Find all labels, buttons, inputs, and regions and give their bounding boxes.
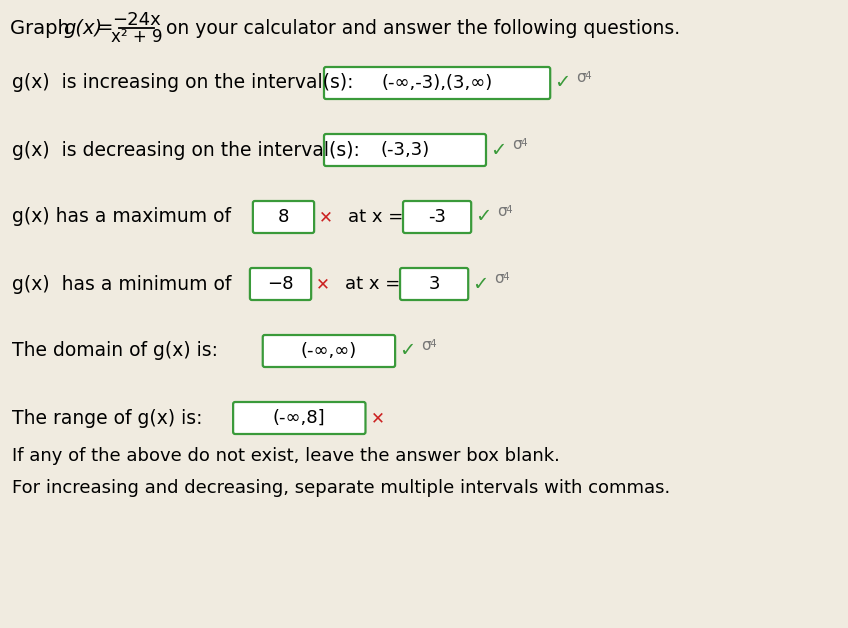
FancyBboxPatch shape <box>263 335 395 367</box>
Text: For increasing and decreasing, separate multiple intervals with commas.: For increasing and decreasing, separate … <box>12 479 670 497</box>
Text: −24x: −24x <box>112 11 160 29</box>
Text: g(x) has a maximum of: g(x) has a maximum of <box>12 207 231 227</box>
Text: (-∞,-3),(3,∞): (-∞,-3),(3,∞) <box>382 74 493 92</box>
Text: g(x)  has a minimum of: g(x) has a minimum of <box>12 274 232 293</box>
Text: σ: σ <box>421 338 431 353</box>
Text: at x =: at x = <box>345 275 400 293</box>
Text: g(x)  is decreasing on the interval(s):: g(x) is decreasing on the interval(s): <box>12 141 360 160</box>
Text: on your calculator and answer the following questions.: on your calculator and answer the follow… <box>160 18 680 38</box>
Text: ✓: ✓ <box>475 207 491 227</box>
Text: =: = <box>97 18 114 38</box>
Text: ✓: ✓ <box>554 73 570 92</box>
Text: x² + 9: x² + 9 <box>110 28 162 46</box>
Text: The domain of g(x) is:: The domain of g(x) is: <box>12 342 218 360</box>
Text: ✓: ✓ <box>471 274 488 293</box>
Text: 4: 4 <box>505 205 512 215</box>
Text: (-3,3): (-3,3) <box>381 141 430 159</box>
Text: (-∞,8]: (-∞,8] <box>273 409 326 427</box>
Text: ✓: ✓ <box>399 342 416 360</box>
Text: σ: σ <box>511 137 522 152</box>
Text: ✕: ✕ <box>316 275 330 293</box>
Text: 4: 4 <box>430 339 437 349</box>
FancyBboxPatch shape <box>253 201 314 233</box>
Text: (-∞,∞): (-∞,∞) <box>301 342 357 360</box>
Text: σ: σ <box>494 271 504 286</box>
Text: If any of the above do not exist, leave the answer box blank.: If any of the above do not exist, leave … <box>12 447 560 465</box>
Text: 3: 3 <box>428 275 440 293</box>
Text: -3: -3 <box>428 208 446 226</box>
FancyBboxPatch shape <box>324 67 550 99</box>
Text: 4: 4 <box>521 138 527 148</box>
Text: 8: 8 <box>278 208 289 226</box>
Text: Graph: Graph <box>10 18 75 38</box>
FancyBboxPatch shape <box>403 201 471 233</box>
Text: ✕: ✕ <box>371 409 384 427</box>
FancyBboxPatch shape <box>400 268 468 300</box>
FancyBboxPatch shape <box>250 268 311 300</box>
Text: 4: 4 <box>585 71 591 81</box>
Text: g(x): g(x) <box>64 18 103 38</box>
FancyBboxPatch shape <box>324 134 486 166</box>
Text: 4: 4 <box>503 272 510 282</box>
Text: ✕: ✕ <box>319 208 333 226</box>
Text: at x =: at x = <box>348 208 403 226</box>
Text: −8: −8 <box>267 275 293 293</box>
Text: The range of g(x) is:: The range of g(x) is: <box>12 408 203 428</box>
Text: σ: σ <box>576 70 586 85</box>
Text: σ: σ <box>497 204 506 219</box>
Text: ✓: ✓ <box>489 141 506 160</box>
FancyBboxPatch shape <box>233 402 365 434</box>
Text: g(x)  is increasing on the interval(s):: g(x) is increasing on the interval(s): <box>12 73 354 92</box>
